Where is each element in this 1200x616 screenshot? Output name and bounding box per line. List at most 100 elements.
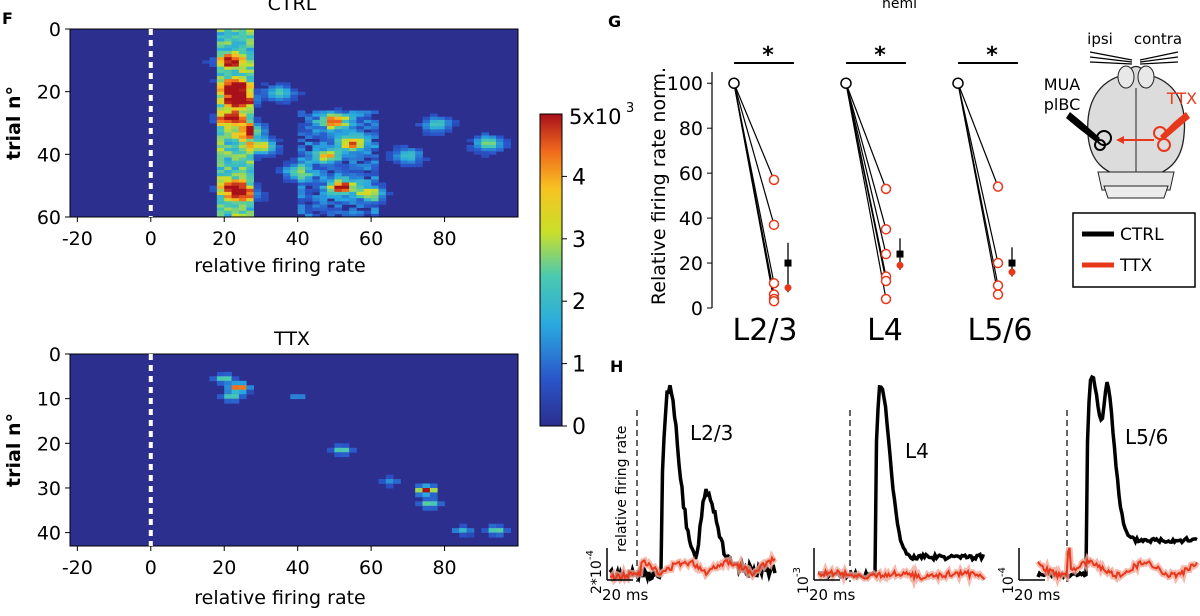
ctrl-heat-cell (407, 154, 416, 158)
ctrl-heat-cell (312, 170, 321, 174)
ctrl-heat-cell (349, 213, 357, 218)
ctrl-heat-cell (231, 144, 240, 149)
ctrl-heat-cell (334, 123, 343, 127)
ctrl-heat-cell (246, 57, 254, 61)
ctrl-heat-cell (356, 166, 365, 171)
ctrl-heat-cell (451, 119, 460, 124)
ctrl-heat-cell (231, 44, 240, 49)
ctrl-heat-cell (312, 154, 321, 158)
ctrl-heat-cell (305, 166, 313, 171)
ctrl-heat-cell (363, 135, 372, 139)
ctrl-heat-cell (283, 101, 291, 105)
ctrl-heat-cell (488, 148, 497, 152)
ctrl-heat-cell (231, 126, 240, 130)
ctrl-heat-cell (437, 126, 445, 130)
ctrl-heat-cell (297, 123, 306, 127)
ctrl-heat-cell (224, 207, 232, 212)
ctrl-heat-cell (231, 82, 240, 86)
ctrl-heat-cell (246, 110, 254, 114)
ctrl-heat-cell (341, 157, 350, 161)
ctrl-heat-cell (246, 97, 254, 102)
ctrl-heat-cell (503, 138, 511, 143)
ctrl-heat-cell (246, 113, 254, 118)
ctrl-heat-cell (371, 198, 379, 202)
colorbar-tick-label: 4 (572, 165, 586, 190)
ctrl-heat-cell (231, 88, 240, 92)
ctrl-heat-cell (253, 138, 262, 143)
ctrl-heat-cell (246, 157, 254, 161)
ttx-heat-cell (422, 488, 431, 493)
ctrl-heat-cell (297, 166, 306, 171)
ttx-heat-cell (422, 492, 431, 498)
ctrl-heat-cell (415, 157, 423, 161)
ctrl-heat-cell (356, 173, 365, 177)
ctrl-heat-cell (253, 91, 262, 96)
ctrl-heat-cell (246, 104, 254, 108)
ctrl-heat-cell (349, 182, 357, 186)
ctrl-heat-cell (371, 110, 379, 114)
ctrl-heat-cell (429, 116, 438, 121)
ctrl-heat-cell (231, 119, 240, 124)
ttx-heat-cell (459, 532, 467, 538)
ttx-xtick-label: 60 (359, 557, 383, 579)
ctrl-heat-cell (246, 207, 254, 212)
ctrl-heat-cell (216, 72, 225, 77)
ctrl-heat-cell (341, 191, 350, 196)
ttx-xlabel: relative firing rate (194, 587, 366, 609)
ctrl-heat-cell (216, 148, 225, 152)
g-pair-line (733, 83, 775, 302)
ctrl-heat-cell (371, 170, 379, 174)
ctrl-heat-cell (319, 173, 328, 177)
ctrl-heat-cell (261, 191, 269, 196)
ttx-heat-cell (459, 528, 467, 533)
ctrl-heat-cell (422, 157, 431, 161)
ctrl-heat-cell (312, 182, 321, 186)
ctrl-heat-cell (341, 138, 350, 143)
ctrl-heat-cell (246, 151, 254, 155)
ctrl-heat-cell (297, 195, 306, 199)
ctrl-heat-cell (238, 85, 247, 89)
ctrl-heat-cell (268, 135, 276, 139)
ctrl-heat-cell (334, 173, 343, 177)
ctrl-heat-cell (231, 38, 240, 42)
ctrl-heat-cell (429, 113, 438, 118)
ctrl-heat-cell (224, 66, 232, 71)
ctrl-heat-cell (429, 126, 438, 130)
ctrl-heat-cell (327, 182, 335, 186)
ctrl-heat-cell (253, 151, 262, 155)
ctrl-heat-cell (371, 188, 379, 193)
psth-scale-y-label: 10 (796, 576, 812, 594)
g-significance-star: * (874, 43, 886, 68)
ctrl-heat-cell (238, 76, 247, 80)
ctrl-heat-cell (334, 116, 343, 121)
ctrl-heat-cell (305, 135, 313, 139)
g-ctrl-point (728, 77, 740, 89)
ctrl-heat-cell (238, 113, 247, 118)
ctrl-heat-cell (231, 198, 240, 202)
ctrl-heat-cell (238, 91, 247, 96)
ttx-heat-cell (488, 523, 497, 529)
ctrl-heat-cell (312, 207, 321, 212)
psth-ttx-trace (1037, 547, 1198, 581)
ctrl-heat-cell (283, 94, 291, 99)
psth-ctrl-trace (608, 384, 777, 585)
psth-scale-x-label: 20 ms (809, 586, 855, 604)
ctrl-heat-cell (327, 188, 335, 193)
ctrl-heat-cell (231, 170, 240, 174)
ctrl-heat-cell (312, 204, 321, 208)
ctrl-heat-cell (305, 141, 313, 146)
ctrl-heat-cell (371, 182, 379, 186)
ctrl-heat-cell (238, 41, 247, 45)
ctrl-heat-cell (334, 126, 343, 130)
ctrl-ytick-label: 40 (37, 144, 61, 166)
ttx-heat-cell (334, 447, 343, 453)
ctrl-heat-cell (334, 132, 343, 136)
ctrl-heat-cell (341, 213, 350, 218)
ttx-heatmap-bg (70, 354, 518, 546)
g-pair-line (957, 83, 999, 187)
ctrl-heat-cell (488, 138, 497, 143)
ctrl-heat-cell (349, 110, 357, 114)
schematic-whiskers (1089, 51, 1179, 65)
ctrl-heat-cell (238, 116, 247, 121)
